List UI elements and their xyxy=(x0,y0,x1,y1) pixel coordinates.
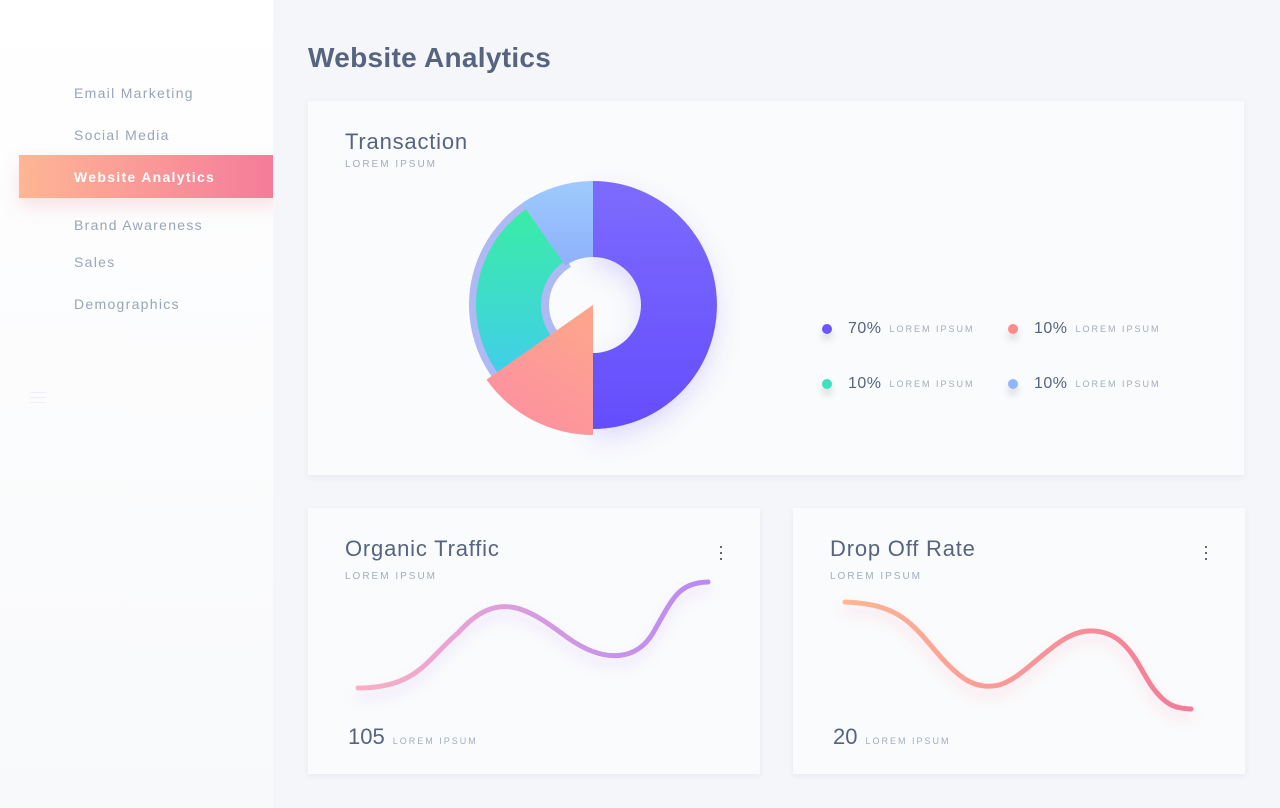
metric: 105 LOREM IPSUM xyxy=(348,724,478,750)
legend-label: LOREM IPSUM xyxy=(889,324,975,334)
legend-label: LOREM IPSUM xyxy=(889,379,975,389)
card-subtitle: LOREM IPSUM xyxy=(345,571,438,582)
sidebar-item-email-marketing[interactable]: Email Marketing xyxy=(74,85,194,101)
sparkline-path xyxy=(842,599,1194,712)
legend-item: 10% LOREM IPSUM xyxy=(1008,320,1161,338)
legend-item: 10% LOREM IPSUM xyxy=(822,375,975,393)
legend-value: 10% xyxy=(1034,375,1068,392)
legend-label: LOREM IPSUM xyxy=(1075,379,1161,389)
transaction-card: Transaction LOREM IPSUM 70% LOREM IPSUM 1… xyxy=(308,101,1244,475)
card-title: Organic Traffic xyxy=(345,536,500,561)
metric-value: 105 xyxy=(348,724,385,749)
organic-traffic-card: Organic Traffic LOREM IPSUM 105 LOREM IPS… xyxy=(308,508,760,774)
sidebar-item-website-analytics[interactable]: Website Analytics xyxy=(19,155,282,198)
legend-dot xyxy=(1008,379,1018,389)
drop-off-sparkline xyxy=(842,599,1194,712)
donut-slice-coral xyxy=(486,305,593,435)
sidebar: Email Marketing Social Media Website Ana… xyxy=(0,0,282,808)
legend-value: 70% xyxy=(848,320,882,337)
legend-dot xyxy=(1008,324,1018,334)
legend-dot xyxy=(822,324,832,334)
card-title: Transaction xyxy=(345,129,468,154)
legend-item: 70% LOREM IPSUM xyxy=(822,320,975,338)
metric-value: 20 xyxy=(833,724,858,749)
more-options-icon[interactable] xyxy=(1205,546,1209,564)
sparkline-path xyxy=(355,579,711,691)
hamburger-icon[interactable] xyxy=(30,392,46,407)
card-title: Drop Off Rate xyxy=(830,536,976,561)
metric-label: LOREM IPSUM xyxy=(865,736,951,746)
card-subtitle: LOREM IPSUM xyxy=(830,571,923,582)
drop-off-rate-card: Drop Off Rate LOREM IPSUM 20 LOREM IPSUM xyxy=(793,508,1245,774)
sidebar-item-demographics[interactable]: Demographics xyxy=(74,296,180,312)
donut-slice-green xyxy=(476,209,564,378)
more-options-icon[interactable] xyxy=(720,546,724,564)
legend-dot xyxy=(822,379,832,389)
legend-label: LOREM IPSUM xyxy=(1075,324,1161,334)
sidebar-item-brand-awareness[interactable]: Brand Awareness xyxy=(74,217,203,233)
organic-traffic-sparkline xyxy=(355,579,711,691)
legend-value: 10% xyxy=(848,375,882,392)
legend-value: 10% xyxy=(1034,320,1068,337)
donut-slice-blue xyxy=(521,181,593,266)
donut-chart xyxy=(469,181,717,435)
metric-label: LOREM IPSUM xyxy=(392,736,478,746)
donut-slice-purple xyxy=(593,181,717,429)
legend-item: 10% LOREM IPSUM xyxy=(1008,375,1161,393)
card-subtitle: LOREM IPSUM xyxy=(345,159,438,170)
sidebar-item-sales[interactable]: Sales xyxy=(74,254,116,270)
page-title: Website Analytics xyxy=(308,42,552,73)
metric: 20 LOREM IPSUM xyxy=(833,724,951,750)
sidebar-item-social-media[interactable]: Social Media xyxy=(74,127,170,143)
